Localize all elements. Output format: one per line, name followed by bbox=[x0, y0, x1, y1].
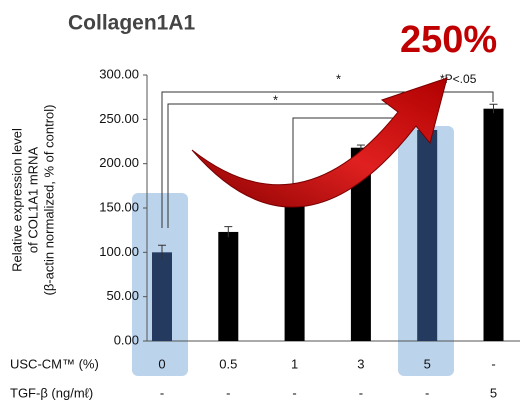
significance-note: *P<.05 bbox=[440, 72, 477, 86]
y-tick-label: 100.00 bbox=[99, 244, 139, 259]
x-tick-label: - bbox=[292, 385, 296, 400]
x-tick-label: - bbox=[491, 356, 495, 371]
x-tick-label: 0 bbox=[158, 356, 165, 371]
bar bbox=[417, 129, 438, 341]
bar bbox=[284, 202, 305, 341]
y-tick-label: 150.00 bbox=[99, 199, 139, 214]
y-label: Relative expression level of COL1A1 mRNA… bbox=[9, 105, 56, 296]
x-tick-label: - bbox=[160, 385, 164, 400]
x-tick-label: 3 bbox=[357, 356, 364, 371]
x-tick-label: 0.5 bbox=[219, 356, 237, 371]
x-tick-label: - bbox=[359, 385, 363, 400]
y-tick-label: 200.00 bbox=[99, 155, 139, 170]
chart-title: Collagen1A1 bbox=[68, 12, 196, 35]
y-label-line: Relative expression level bbox=[9, 128, 24, 272]
y-tick-label: 0.00 bbox=[114, 332, 139, 347]
bar bbox=[483, 108, 504, 342]
y-tick-label: 250.00 bbox=[99, 111, 139, 126]
bar bbox=[152, 252, 172, 341]
annotation: 250% bbox=[400, 19, 497, 61]
x-tick-label: - bbox=[425, 385, 429, 400]
y-label-line: (β-actin normalized, % of control) bbox=[41, 105, 56, 296]
bar bbox=[350, 147, 371, 341]
arrow bbox=[191, 77, 448, 208]
x-tick-label: 1 bbox=[291, 356, 298, 371]
bar bbox=[218, 231, 239, 341]
row-label: TGF-β (ng/mℓ) bbox=[10, 385, 93, 400]
y-tick-label: 50.00 bbox=[106, 288, 139, 303]
x-tick-label: 5 bbox=[424, 356, 431, 371]
significance-mark: * bbox=[336, 71, 341, 86]
row-label: USC-CM™ (%) bbox=[10, 356, 99, 371]
x-tick-label: - bbox=[226, 385, 230, 400]
significance-mark: * bbox=[273, 92, 278, 107]
y-tick-label: 300.00 bbox=[99, 66, 139, 81]
x-tick-label: 5 bbox=[490, 385, 497, 400]
y-label-line: of COL1A1 mRNA bbox=[25, 147, 40, 254]
